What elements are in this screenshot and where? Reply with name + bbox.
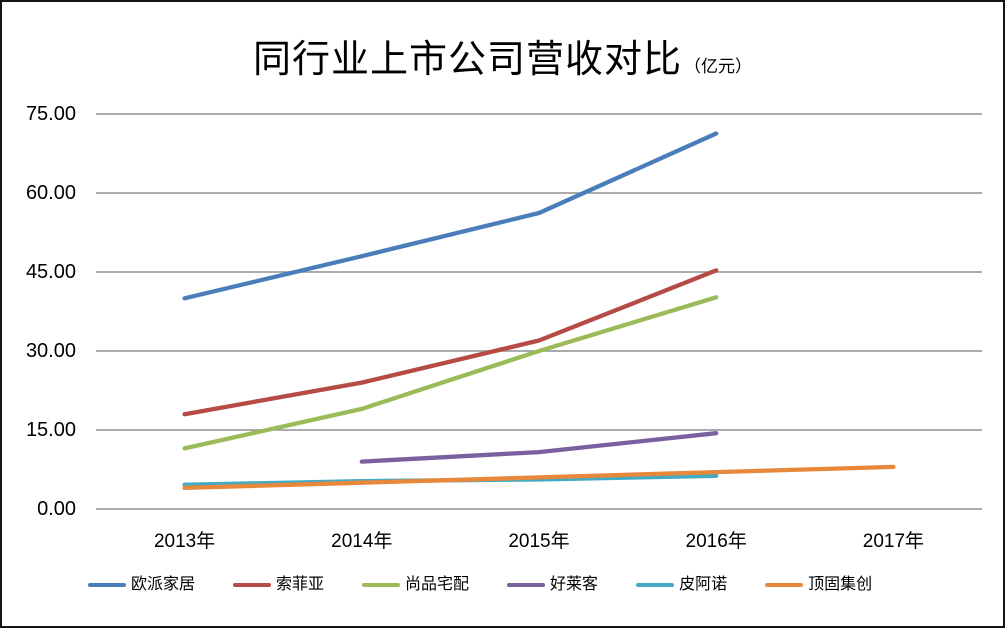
y-axis-tick-label: 60.00 [25, 182, 76, 204]
y-axis-tick-label: 45.00 [25, 261, 76, 283]
legend-item: 顶固集创 [765, 576, 872, 594]
y-axis-tick-label: 30.00 [25, 340, 76, 362]
legend-line-swatch [636, 583, 675, 587]
series-line-3 [359, 431, 719, 464]
legend: 欧派家居 索菲亚 尚品宅配 好莱客 皮阿诺 顶固集创 [88, 576, 872, 594]
y-axis-tick-label: 75.00 [25, 103, 76, 125]
series-line-0 [182, 131, 719, 301]
legend-item: 好莱客 [507, 576, 598, 594]
legend-line-swatch [233, 583, 272, 587]
legend-item: 皮阿诺 [636, 576, 727, 594]
chart-title-unit: （亿元） [684, 57, 752, 76]
x-axis-tick-label: 2017年 [862, 531, 925, 552]
legend-item: 索菲亚 [233, 576, 324, 594]
legend-line-swatch [88, 583, 126, 587]
legend-label: 好莱客 [550, 576, 599, 593]
x-axis-tick-label: 2014年 [331, 531, 393, 552]
y-axis-tick-label: 15.00 [25, 419, 76, 441]
legend-label: 尚品宅配 [405, 576, 470, 593]
legend-label: 索菲亚 [276, 576, 325, 593]
x-axis-tick-label: 2013年 [153, 531, 216, 552]
legend-item: 欧派家居 [88, 576, 195, 594]
series-line-5 [182, 464, 896, 491]
x-axis-tick-label: 2016年 [685, 531, 747, 552]
legend-line-swatch [765, 583, 804, 587]
legend-line-swatch [507, 583, 546, 587]
legend-line-swatch [362, 583, 401, 587]
series-line-1 [182, 268, 719, 417]
legend-label: 欧派家居 [131, 576, 196, 593]
legend-label: 顶固集创 [808, 576, 873, 593]
y-axis-tick-label: 0.00 [37, 498, 76, 520]
legend-label: 皮阿诺 [679, 576, 728, 593]
x-axis-tick-label: 2015年 [508, 531, 570, 552]
legend-item: 尚品宅配 [362, 576, 469, 594]
chart-title: 同行业上市公司营收对比 （亿元） [2, 28, 1003, 83]
series-line-2 [182, 295, 719, 451]
chart-title-text: 同行业上市公司营收对比 [252, 39, 682, 81]
